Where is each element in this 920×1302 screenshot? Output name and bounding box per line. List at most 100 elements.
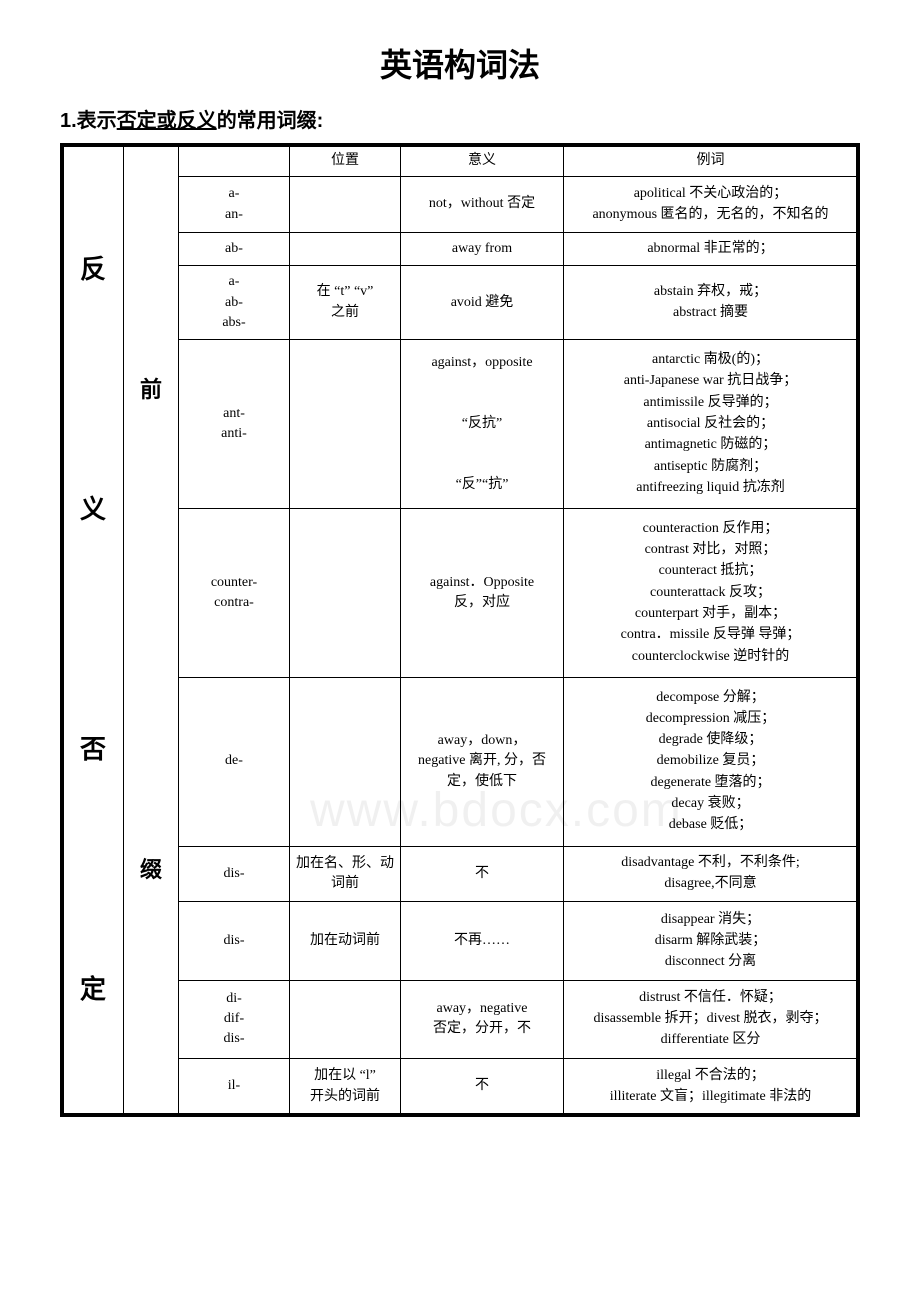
example-line: disagree,不同意 — [570, 874, 851, 894]
subtitle-prefix: 1.表示 — [60, 110, 117, 132]
table-row: dis- 加在动词前 不再…… disappear 消失； disarm 解除武… — [62, 902, 859, 980]
examples-cell: abnormal 非正常的； — [564, 232, 859, 265]
prefix-cell: a-an- — [179, 177, 290, 233]
prefix-cell: a-ab-abs- — [179, 266, 290, 340]
example-line: disassemble 拆开；divest 脱衣，剥夺； — [570, 1009, 851, 1029]
example-line: distrust 不信任．怀疑； — [570, 988, 851, 1008]
example-line: degrade 使降级； — [570, 730, 851, 750]
position-cell: 在 “t” “v”之前 — [290, 266, 401, 340]
table-row: de- away，down，negative 离开, 分，否定，使低下 deco… — [62, 677, 859, 846]
example-line: debase 贬低； — [570, 815, 851, 835]
side-char: 缀 — [130, 854, 172, 886]
examples-cell: distrust 不信任．怀疑； disassemble 拆开；divest 脱… — [564, 980, 859, 1058]
example-line: differentiate 区分 — [570, 1030, 851, 1050]
example-line: decompression 减压； — [570, 709, 851, 729]
section-subtitle: 1.表示否定或反义的常用词缀: — [60, 104, 860, 133]
position-cell — [290, 177, 401, 233]
example-line: anonymous 匿名的，无名的，不知名的 — [570, 205, 851, 225]
position-cell — [290, 980, 401, 1058]
header-position: 位置 — [290, 145, 401, 177]
example-line: disadvantage 不利，不利条件; — [570, 853, 851, 873]
prefix-cell: ab- — [179, 232, 290, 265]
side-char: 前 — [130, 374, 172, 406]
examples-cell: disadvantage 不利，不利条件; disagree,不同意 — [564, 846, 859, 902]
example-line: antifreezing liquid 抗冻剂 — [570, 478, 851, 498]
example-line: counterattack 反攻； — [570, 583, 851, 603]
example-line: demobilize 复员； — [570, 751, 851, 771]
position-cell — [290, 677, 401, 846]
prefix-cell: di-dif-dis- — [179, 980, 290, 1058]
examples-cell: disappear 消失； disarm 解除武装； disconnect 分离 — [564, 902, 859, 980]
meaning-cell: 不 — [401, 846, 564, 902]
position-cell — [290, 232, 401, 265]
example-line: antimissile 反导弹的； — [570, 393, 851, 413]
prefix-cell: counter-contra- — [179, 509, 290, 678]
examples-cell: decompose 分解； decompression 减压； degrade … — [564, 677, 859, 846]
example-line: antiseptic 防腐剂； — [570, 457, 851, 477]
example-line: decay 衰败； — [570, 794, 851, 814]
meaning-cell: against．Opposite反，对应 — [401, 509, 564, 678]
prefix-cell: il- — [179, 1059, 290, 1116]
example-line: abstain 弃权，戒； — [570, 282, 851, 302]
table-row: ant-anti- against，opposite“反抗”“反”“抗” ant… — [62, 340, 859, 509]
meaning-cell: away，down，negative 离开, 分，否定，使低下 — [401, 677, 564, 846]
side-char: 定 — [69, 971, 117, 1009]
example-line: disarm 解除武装； — [570, 931, 851, 951]
subtitle-underline: 否定或反义 — [117, 110, 217, 132]
example-line: counterclockwise 逆时针的 — [570, 647, 851, 667]
examples-cell: apolitical 不关心政治的； anonymous 匿名的，无名的，不知名… — [564, 177, 859, 233]
example-line: counteract 抵抗； — [570, 561, 851, 581]
meaning-cell: 不再…… — [401, 902, 564, 980]
example-line: apolitical 不关心政治的； — [570, 184, 851, 204]
position-cell — [290, 340, 401, 509]
position-cell: 加在名、形、动词前 — [290, 846, 401, 902]
meaning-cell: away from — [401, 232, 564, 265]
header-blank — [179, 145, 290, 177]
table-row: il- 加在以 “l”开头的词前 不 illegal 不合法的； illiter… — [62, 1059, 859, 1116]
prefix-cell: de- — [179, 677, 290, 846]
example-line: degenerate 堕落的； — [570, 773, 851, 793]
prefix-cell: dis- — [179, 902, 290, 980]
page-title: 英语构词法 — [60, 40, 860, 86]
example-line: illegal 不合法的； — [570, 1066, 851, 1086]
example-line: antarctic 南极(的)； — [570, 350, 851, 370]
subtitle-suffix: 的常用词缀: — [217, 110, 324, 132]
example-line: illiterate 文盲；illegitimate 非法的 — [570, 1087, 851, 1107]
examples-cell: antarctic 南极(的)； anti-Japanese war 抗日战争；… — [564, 340, 859, 509]
meaning-cell: 不 — [401, 1059, 564, 1116]
example-line: contra．missile 反导弹 导弹； — [570, 625, 851, 645]
example-line: disconnect 分离 — [570, 952, 851, 972]
example-line: abstract 摘要 — [570, 303, 851, 323]
table-row: ab- away from abnormal 非正常的； — [62, 232, 859, 265]
meaning-cell: avoid 避免 — [401, 266, 564, 340]
examples-cell: illegal 不合法的； illiterate 文盲；illegitimate… — [564, 1059, 859, 1116]
prefix-cell: dis- — [179, 846, 290, 902]
examples-cell: abstain 弃权，戒； abstract 摘要 — [564, 266, 859, 340]
table-row: counter-contra- against．Opposite反，对应 cou… — [62, 509, 859, 678]
side-label-sub: 前 缀 — [124, 145, 179, 1116]
meaning-cell: not，without 否定 — [401, 177, 564, 233]
header-row: 反 义 否 定 前 缀 位置 意义 例词 — [62, 145, 859, 177]
position-cell: 加在以 “l”开头的词前 — [290, 1059, 401, 1116]
meaning-cell: against，opposite“反抗”“反”“抗” — [401, 340, 564, 509]
table-row: dis- 加在名、形、动词前 不 disadvantage 不利，不利条件; d… — [62, 846, 859, 902]
position-cell — [290, 509, 401, 678]
example-line: counteraction 反作用； — [570, 519, 851, 539]
example-line: contrast 对比，对照； — [570, 540, 851, 560]
table-row: di-dif-dis- away，negative否定，分开，不 distrus… — [62, 980, 859, 1058]
position-cell: 加在动词前 — [290, 902, 401, 980]
header-examples: 例词 — [564, 145, 859, 177]
side-char: 义 — [69, 491, 117, 529]
example-line: counterpart 对手，副本； — [570, 604, 851, 624]
affix-table: 反 义 否 定 前 缀 位置 意义 例词 a-an- not，without 否… — [60, 143, 860, 1117]
meaning-cell: away，negative否定，分开，不 — [401, 980, 564, 1058]
table-row: a-an- not，without 否定 apolitical 不关心政治的； … — [62, 177, 859, 233]
example-line: antimagnetic 防磁的； — [570, 435, 851, 455]
prefix-cell: ant-anti- — [179, 340, 290, 509]
header-meaning: 意义 — [401, 145, 564, 177]
table-row: a-ab-abs- 在 “t” “v”之前 avoid 避免 abstain 弃… — [62, 266, 859, 340]
example-line: disappear 消失； — [570, 910, 851, 930]
example-line: abnormal 非正常的； — [570, 239, 851, 259]
example-line: anti-Japanese war 抗日战争； — [570, 371, 851, 391]
side-char: 反 — [69, 251, 117, 289]
